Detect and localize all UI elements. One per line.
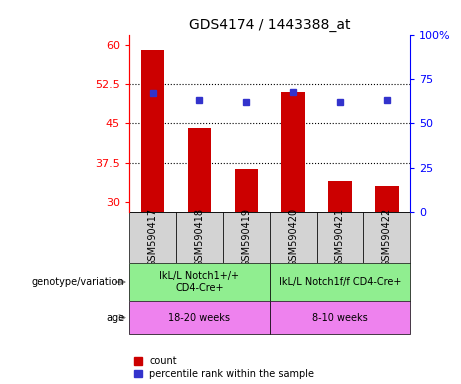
Text: IkL/L Notch1+/+
CD4-Cre+: IkL/L Notch1+/+ CD4-Cre+ xyxy=(160,271,239,293)
Bar xyxy=(328,181,352,212)
Bar xyxy=(270,263,410,301)
Bar xyxy=(223,212,270,263)
Bar xyxy=(141,50,164,212)
Bar xyxy=(188,127,211,212)
Text: genotype/variation: genotype/variation xyxy=(32,277,124,287)
Bar xyxy=(129,263,270,301)
Bar xyxy=(270,212,317,263)
Bar xyxy=(317,212,363,263)
Text: age: age xyxy=(106,313,124,323)
Text: GSM590419: GSM590419 xyxy=(241,208,251,267)
Bar xyxy=(235,169,258,212)
Bar xyxy=(363,212,410,263)
Text: GSM590422: GSM590422 xyxy=(382,208,392,267)
Title: GDS4174 / 1443388_at: GDS4174 / 1443388_at xyxy=(189,18,350,32)
Legend: count, percentile rank within the sample: count, percentile rank within the sample xyxy=(134,356,314,379)
Text: GSM590418: GSM590418 xyxy=(195,208,204,267)
Text: 8-10 weeks: 8-10 weeks xyxy=(312,313,368,323)
Bar xyxy=(129,301,270,334)
Text: GSM590417: GSM590417 xyxy=(148,208,158,267)
Bar xyxy=(281,92,305,212)
Text: 18-20 weeks: 18-20 weeks xyxy=(168,313,230,323)
Text: IkL/L Notch1f/f CD4-Cre+: IkL/L Notch1f/f CD4-Cre+ xyxy=(279,277,401,287)
Bar xyxy=(129,212,176,263)
Text: GSM590420: GSM590420 xyxy=(288,208,298,267)
Bar xyxy=(176,212,223,263)
Bar xyxy=(375,186,399,212)
Text: GSM590421: GSM590421 xyxy=(335,208,345,267)
Bar xyxy=(270,301,410,334)
